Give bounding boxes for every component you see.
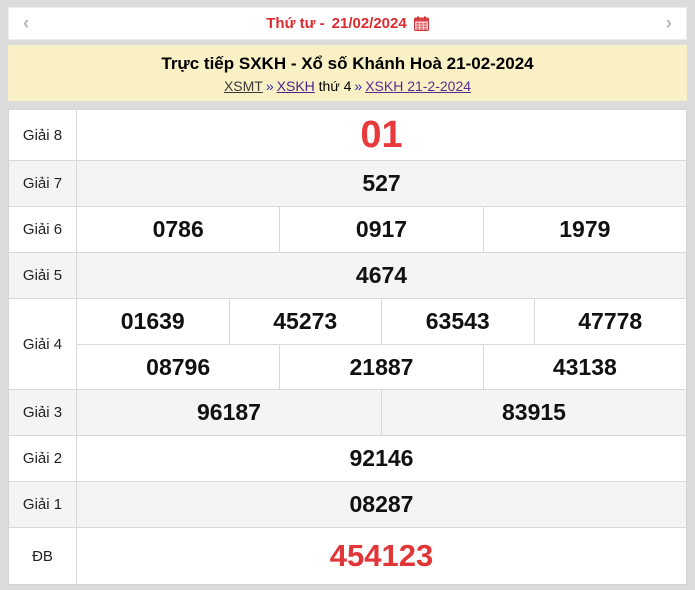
- prize-number: 63543: [381, 299, 534, 344]
- prize-row: Giải 6 0786 0917 1979: [9, 207, 686, 253]
- prize-row: Giải 4 01639 45273 63543 47778 08796 21887 4313…: [9, 299, 686, 390]
- prize-number: 01639: [120, 308, 185, 334]
- prize-label: Giải 7: [9, 161, 77, 206]
- prize-label: Giải 8: [9, 110, 77, 160]
- prize-label: Giải 4: [9, 299, 77, 389]
- prize-number: 83915: [381, 390, 686, 435]
- prize-row: ĐB 454123: [9, 528, 686, 584]
- prize-number: 08796: [146, 353, 211, 380]
- prize-number: 454123: [329, 538, 434, 573]
- prize-number: 21887: [279, 345, 482, 389]
- breadcrumb: XSMT» XSKH thứ 4» XSKH 21-2-2024: [8, 78, 687, 94]
- date-label: 21/02/2024: [331, 15, 407, 32]
- breadcrumb-separator: »: [265, 78, 274, 94]
- date-navigation-bar: ‹ Thứ tư - 21/02/2024 ›: [8, 7, 687, 40]
- prize-number: 0917: [279, 207, 482, 252]
- prize-number: 43138: [482, 345, 686, 389]
- prize-row: Giải 8 01: [9, 110, 686, 161]
- prize-row: Giải 1 08287: [9, 482, 686, 528]
- breadcrumb-separator: »: [354, 78, 363, 94]
- prize-row: Giải 2 92146: [9, 436, 686, 482]
- prize-number: 0786: [152, 216, 204, 242]
- prize-label: ĐB: [9, 528, 77, 584]
- next-day-button[interactable]: ›: [665, 13, 672, 34]
- current-date: Thứ tư - 21/02/2024: [266, 15, 429, 32]
- prize-number: 45273: [228, 299, 382, 344]
- page-header: Trực tiếp SXKH - Xổ số Khánh Hoà 21-02-2…: [8, 45, 687, 101]
- weekday-label: Thứ tư -: [266, 15, 325, 32]
- breadcrumb-link-date[interactable]: XSKH 21-2-2024: [365, 78, 472, 94]
- prev-day-button[interactable]: ‹: [23, 13, 30, 34]
- prize-label: Giải 2: [9, 436, 77, 481]
- prize-label: Giải 6: [9, 207, 77, 252]
- calendar-icon[interactable]: [413, 16, 429, 31]
- prize-number: 92146: [349, 445, 414, 471]
- prize-number: 1979: [482, 207, 686, 252]
- prize-label: Giải 3: [9, 390, 77, 435]
- breadcrumb-link-xskh[interactable]: XSKH: [276, 78, 315, 94]
- prize-number: 4674: [355, 262, 408, 288]
- prize-number: 01: [360, 113, 403, 156]
- prize-number: 96187: [197, 399, 261, 425]
- prize-label: Giải 5: [9, 253, 77, 298]
- prize-number: 47778: [533, 299, 687, 344]
- prize-number: 08287: [349, 491, 414, 517]
- breadcrumb-link-xsmt[interactable]: XSMT: [223, 78, 263, 94]
- prize-row: Giải 5 4674: [9, 253, 686, 299]
- prize-row: Giải 3 96187 83915: [9, 390, 686, 436]
- page-title: Trực tiếp SXKH - Xổ số Khánh Hoà 21-02-2…: [161, 54, 534, 73]
- results-table: Giải 8 01 Giải 7 527 Giải 6 0786 0917 1979 Giải …: [8, 109, 687, 585]
- prize-label: Giải 1: [9, 482, 77, 527]
- prize-row: Giải 7 527: [9, 161, 686, 207]
- breadcrumb-weekday: thứ 4: [318, 78, 352, 94]
- prize-number: 527: [362, 170, 401, 196]
